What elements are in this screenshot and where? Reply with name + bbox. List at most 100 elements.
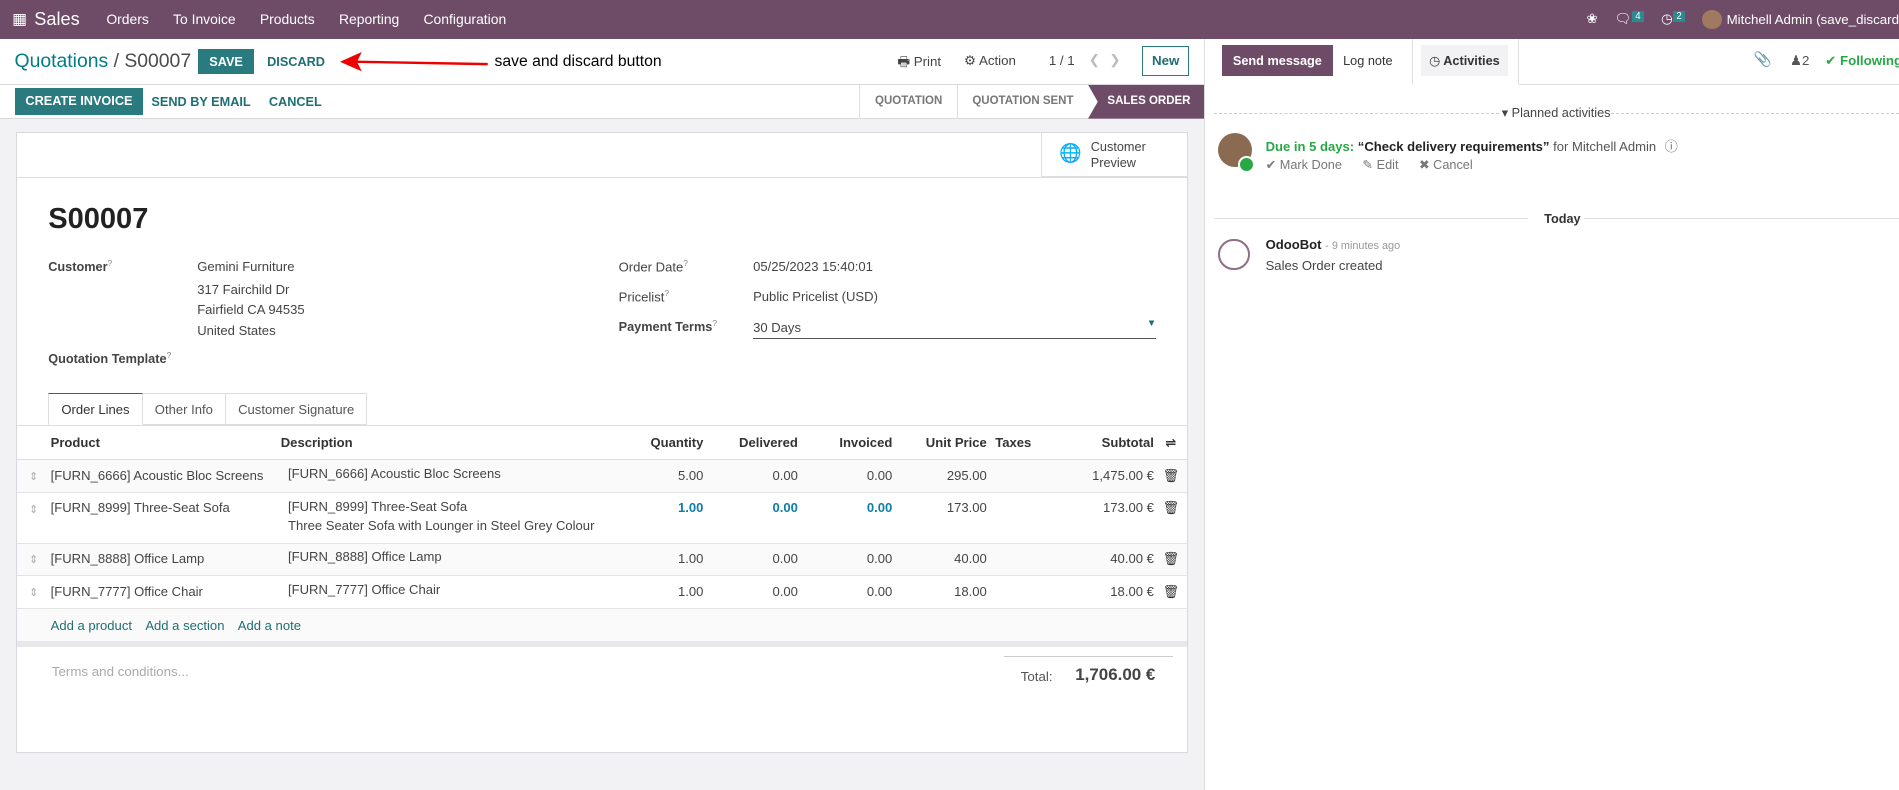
mark-done-button[interactable]: ✔ Mark Done xyxy=(1265,157,1342,173)
pager-next-icon[interactable]: ❯ xyxy=(1109,52,1121,68)
messages-icon[interactable]: 🗨 4 xyxy=(1615,11,1645,27)
delete-trash-icon[interactable]: 🗑 xyxy=(1162,500,1180,516)
drag-handle-icon[interactable]: ⇕ xyxy=(29,503,39,516)
invoiced-cell[interactable]: 0.00 xyxy=(866,550,893,566)
delete-trash-icon[interactable]: 🗑 xyxy=(1162,583,1180,599)
delivered-cell[interactable]: 0.00 xyxy=(772,500,798,516)
table-row[interactable]: ⇕ [FURN_8888] Office Lamp [FURN_8888] Of… xyxy=(16,543,1188,576)
action-button[interactable]: ⚙ Action xyxy=(964,53,1016,69)
delete-trash-icon[interactable]: 🗑 xyxy=(1162,550,1180,566)
following-button[interactable]: ✔ Following xyxy=(1825,53,1899,69)
terms-input[interactable]: Terms and conditions... xyxy=(51,664,189,680)
product-cell[interactable]: [FURN_6666] Acoustic Bloc Screens xyxy=(50,467,264,483)
delete-trash-icon[interactable]: 🗑 xyxy=(1162,467,1180,483)
tab-order-lines[interactable]: Order Lines xyxy=(48,393,143,425)
drag-handle-icon[interactable]: ⇕ xyxy=(29,554,39,567)
menu-configuration[interactable]: Configuration xyxy=(423,11,507,28)
quantity-cell[interactable]: 1.00 xyxy=(677,500,704,516)
drag-handle-icon[interactable]: ⇕ xyxy=(29,586,39,599)
delivered-cell[interactable]: 0.00 xyxy=(772,467,798,483)
invoiced-cell[interactable]: 0.00 xyxy=(866,583,893,599)
product-cell[interactable]: [FURN_8888] Office Lamp xyxy=(50,550,205,566)
product-cell[interactable]: [FURN_8999] Three-Seat Sofa xyxy=(50,500,230,516)
description-cell[interactable]: [FURN_7777] Office Chair xyxy=(288,581,441,597)
taxes-cell[interactable] xyxy=(987,543,1045,576)
discard-button[interactable]: DISCARD xyxy=(267,54,325,70)
cancel-order-button[interactable]: CANCEL xyxy=(268,94,322,110)
log-note-button[interactable]: Log note xyxy=(1343,53,1393,69)
quantity-cell[interactable]: 1.00 xyxy=(677,550,704,566)
create-invoice-button[interactable]: CREATE INVOICE xyxy=(14,88,144,116)
table-row[interactable]: ⇕ [FURN_7777] Office Chair [FURN_7777] O… xyxy=(16,576,1188,609)
activities-button[interactable]: ◷ Activities xyxy=(1420,44,1509,77)
unit-price-cell[interactable]: 173.00 xyxy=(946,500,987,516)
add-product-link[interactable]: Add a product xyxy=(50,617,132,633)
col-invoiced[interactable]: Invoiced xyxy=(839,435,893,451)
pager-value[interactable]: 1 / 1 xyxy=(1048,53,1075,69)
quantity-cell[interactable]: 5.00 xyxy=(677,467,704,483)
product-cell[interactable]: [FURN_7777] Office Chair xyxy=(50,583,203,599)
add-note-link[interactable]: Add a note xyxy=(237,617,301,633)
status-quotation[interactable]: QUOTATION xyxy=(875,94,943,107)
status-sales-order[interactable]: SALES ORDER xyxy=(1088,84,1205,119)
pager-prev-icon[interactable]: ❮ xyxy=(1088,52,1100,68)
unit-price-cell[interactable]: 40.00 xyxy=(954,550,987,566)
activity-info-icon[interactable]: ⓘ xyxy=(1664,138,1678,154)
col-taxes[interactable]: Taxes xyxy=(995,435,1032,451)
print-button[interactable]: 🖶 Print xyxy=(897,54,942,70)
description-cell[interactable]: [FURN_8888] Office Lamp xyxy=(288,549,442,565)
customer-preview-button[interactable]: 🌐 Customer Preview xyxy=(1041,133,1188,177)
order-date-value[interactable]: 05/25/2023 15:40:01 xyxy=(753,258,873,274)
col-description[interactable]: Description xyxy=(280,435,353,451)
taxes-cell[interactable] xyxy=(987,492,1045,543)
send-by-email-button[interactable]: SEND BY EMAIL xyxy=(151,94,251,110)
col-product[interactable]: Product xyxy=(50,435,100,451)
menu-reporting[interactable]: Reporting xyxy=(338,11,400,28)
menu-to-invoice[interactable]: To Invoice xyxy=(173,11,236,28)
user-menu[interactable]: Mitchell Admin (save_discard xyxy=(1726,11,1899,27)
tab-customer-signature[interactable]: Customer Signature xyxy=(226,393,368,425)
breadcrumb-quotations[interactable]: Quotations xyxy=(14,50,109,73)
invoiced-cell[interactable]: 0.00 xyxy=(866,467,893,483)
new-button[interactable]: New xyxy=(1142,46,1190,77)
description-cell[interactable]: [FURN_8999] Three-Seat Sofa Three Seater … xyxy=(288,498,595,533)
attachment-paperclip-icon[interactable]: 📎 xyxy=(1753,51,1772,68)
menu-orders[interactable]: Orders xyxy=(106,11,149,28)
pricelist-value[interactable]: Public Pricelist (USD) xyxy=(753,289,878,305)
apps-menu-icon[interactable]: ▦ xyxy=(12,11,27,29)
quantity-cell[interactable]: 1.00 xyxy=(677,583,704,599)
edit-activity-button[interactable]: ✎ Edit xyxy=(1362,157,1399,173)
customer-link[interactable]: Gemini Furniture xyxy=(197,258,295,274)
send-message-button[interactable]: Send message xyxy=(1221,44,1333,77)
table-row[interactable]: ⇕ [FURN_8999] Three-Seat Sofa [FURN_8999… xyxy=(16,492,1188,544)
taxes-cell[interactable] xyxy=(987,576,1045,609)
tab-other-info[interactable]: Other Info xyxy=(142,393,226,425)
delivered-cell[interactable]: 0.00 xyxy=(772,583,798,599)
table-row[interactable]: ⇕ [FURN_6666] Acoustic Bloc Screens [FUR… xyxy=(16,459,1188,493)
user-avatar[interactable] xyxy=(1702,9,1722,30)
unit-price-cell[interactable]: 18.00 xyxy=(954,583,987,599)
debug-bug-icon[interactable]: ❀ xyxy=(1586,11,1598,27)
menu-products[interactable]: Products xyxy=(259,11,315,28)
col-subtotal[interactable]: Subtotal xyxy=(1101,435,1154,451)
col-quantity[interactable]: Quantity xyxy=(650,435,704,451)
save-button[interactable]: SAVE xyxy=(198,49,254,75)
drag-handle-icon[interactable]: ⇕ xyxy=(29,470,39,483)
column-settings-icon[interactable]: ⇌ xyxy=(1165,434,1177,450)
app-name[interactable]: Sales xyxy=(34,8,80,29)
status-quotation-sent[interactable]: QUOTATION SENT xyxy=(956,84,1088,119)
followers-button[interactable]: ♟2 xyxy=(1790,53,1810,69)
delivered-cell[interactable]: 0.00 xyxy=(772,550,798,566)
description-cell[interactable]: [FURN_6666] Acoustic Bloc Screens xyxy=(288,465,501,481)
unit-price-cell[interactable]: 295.00 xyxy=(946,467,987,483)
activities-clock-icon[interactable]: ◷ 2 xyxy=(1661,11,1686,27)
breadcrumb-current: S00007 xyxy=(124,50,192,73)
invoiced-cell[interactable]: 0.00 xyxy=(866,500,893,516)
col-unit-price[interactable]: Unit Price xyxy=(925,435,987,451)
col-delivered[interactable]: Delivered xyxy=(739,435,798,451)
taxes-cell[interactable] xyxy=(987,460,1045,493)
cancel-activity-button[interactable]: ✖ Cancel xyxy=(1418,157,1473,173)
planned-activities-toggle[interactable]: ▾ Planned activities xyxy=(1501,105,1611,121)
payment-terms-select[interactable]: 30 Days ▼ xyxy=(753,315,1157,339)
add-section-link[interactable]: Add a section xyxy=(145,617,225,633)
